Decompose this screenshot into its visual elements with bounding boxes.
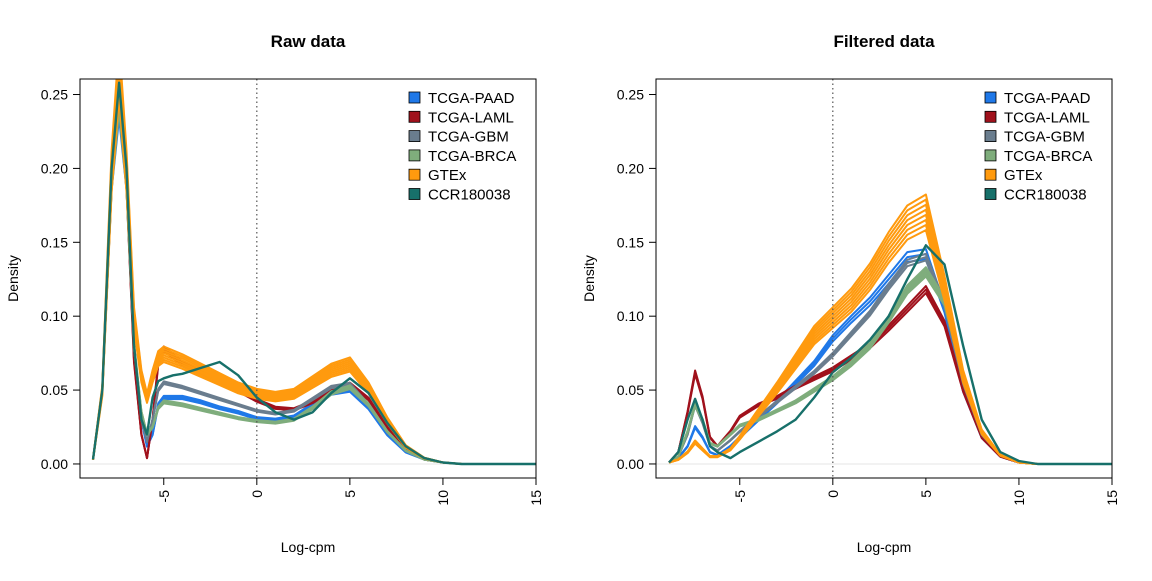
- chart-title: Raw data: [271, 32, 346, 51]
- x-axis-label: Log-cpm: [281, 539, 335, 555]
- x-tick-label: -5: [156, 490, 172, 503]
- y-axis-label: Density: [581, 255, 597, 302]
- legend-swatch: [984, 110, 997, 123]
- y-tick-label: 0.20: [41, 160, 68, 176]
- legend-swatch: [408, 91, 421, 104]
- panel-2: 0.00 0.05 0.10 0.15 0.20 0.25 -5 0 5 10 15 Filtered…: [581, 32, 1120, 555]
- series-line-tcga-paad: [668, 258, 1112, 465]
- plot-frame: [655, 78, 1113, 479]
- legend-swatch: [408, 188, 421, 200]
- legend-entry: TCGA-GBM: [1004, 129, 1085, 146]
- legend-swatch: [984, 149, 997, 162]
- y-axis-label: Density: [5, 255, 21, 302]
- x-tick-label: 10: [435, 490, 451, 506]
- legend-swatch: [984, 91, 997, 104]
- legend-entry: TCGA-LAML: [1004, 109, 1090, 126]
- y-tick-label: 0.00: [617, 456, 644, 472]
- legend-entry: TCGA-PAAD: [428, 90, 515, 107]
- y-tick-label: 0.20: [617, 160, 644, 176]
- x-tick-label: 15: [1104, 490, 1120, 506]
- y-tick-label: 0.15: [41, 234, 68, 250]
- legend-swatch: [984, 130, 997, 143]
- legend-swatch: [984, 168, 997, 181]
- y-tick-label: 0.05: [617, 382, 644, 398]
- plot-frame: [79, 78, 537, 479]
- legend-swatch: [408, 130, 421, 143]
- x-tick-label: 5: [918, 490, 934, 498]
- legend-swatch: [984, 188, 997, 200]
- legend: TCGA-PAAD TCGA-LAML TCGA-GBM TCGA-BRCA GTEx C…: [984, 90, 1092, 204]
- series-line-tcga-paad: [92, 116, 536, 465]
- y-tick-label: 0.10: [41, 308, 68, 324]
- y-tick-label: 0.00: [41, 456, 68, 472]
- x-tick-label: -5: [732, 490, 748, 503]
- y-tick-label: 0.25: [617, 87, 644, 103]
- legend-swatch: [408, 168, 421, 181]
- series-line-tcga-gbm: [668, 259, 1112, 465]
- x-axis-label: Log-cpm: [857, 539, 911, 555]
- x-tick-label: 0: [825, 490, 841, 498]
- y-tick-label: 0.15: [617, 234, 644, 250]
- legend-entry: CCR180038: [1004, 187, 1087, 204]
- legend-swatch: [408, 149, 421, 162]
- series-line-ccr180038: [668, 244, 1112, 466]
- legend-entry: GTEx: [428, 167, 467, 184]
- legend: TCGA-PAAD TCGA-LAML TCGA-GBM TCGA-BRCA GTEx C…: [408, 90, 516, 204]
- legend-swatch: [408, 110, 421, 123]
- x-tick-label: 15: [528, 490, 544, 506]
- legend-entry: TCGA-PAAD: [1004, 90, 1091, 107]
- x-tick-label: 5: [342, 490, 358, 498]
- series-line-ccr180038: [91, 81, 536, 466]
- chart-title: Filtered data: [833, 32, 935, 51]
- legend-entry: TCGA-BRCA: [1004, 148, 1092, 165]
- series-layer: [668, 193, 1112, 466]
- panel-1: 0.00 0.05 0.10 0.15 0.20 0.25 -5 0 5 10 15 Raw data…: [5, 32, 544, 555]
- legend-entry: TCGA-LAML: [428, 109, 514, 126]
- legend-entry: GTEx: [1004, 167, 1043, 184]
- y-tick-label: 0.05: [41, 382, 68, 398]
- x-tick-label: 0: [249, 490, 265, 498]
- legend-entry: CCR180038: [428, 187, 511, 204]
- y-tick-label: 0.10: [617, 308, 644, 324]
- y-tick-label: 0.25: [41, 87, 68, 103]
- legend-entry: TCGA-GBM: [428, 129, 509, 146]
- x-tick-label: 10: [1011, 490, 1027, 506]
- legend-entry: TCGA-BRCA: [428, 148, 516, 165]
